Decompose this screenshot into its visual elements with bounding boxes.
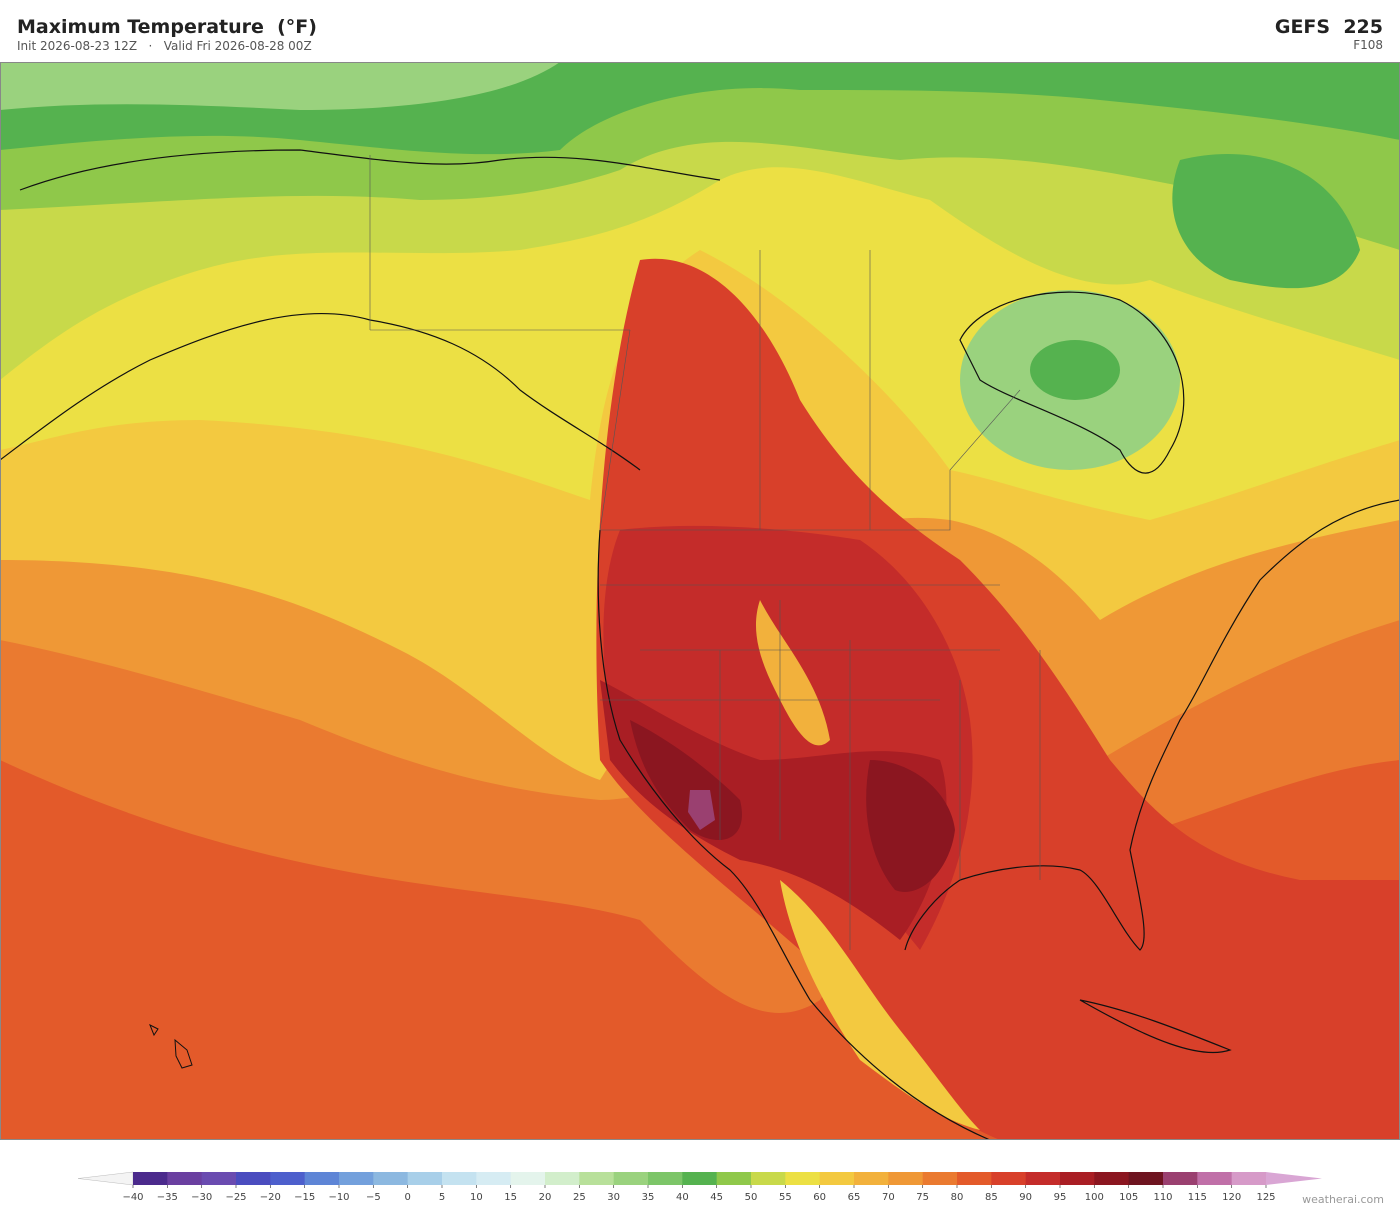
colorbar-tick-label: 50 <box>745 1192 758 1203</box>
model-name: GEFS 225 <box>1274 16 1383 38</box>
colorbar-tick-label: 75 <box>916 1192 929 1203</box>
colorbar-bin <box>236 1172 271 1185</box>
colorbar-tick-label: 110 <box>1153 1192 1172 1203</box>
colorbar-tick-label: 105 <box>1119 1192 1138 1203</box>
colorbar-tick-label: 30 <box>607 1192 620 1203</box>
colorbar-tick-label: 45 <box>710 1192 723 1203</box>
colorbar-under <box>77 1171 134 1186</box>
colorbar-bin <box>922 1172 958 1185</box>
colorbar-bin <box>957 1172 992 1185</box>
colorbar-bin <box>751 1172 786 1185</box>
colorbar-tick-label: 10 <box>470 1192 483 1203</box>
colorbar-bin <box>1025 1172 1061 1185</box>
valid-time: Valid Fri 2026-08-28 00Z <box>163 39 312 53</box>
colorbar-over <box>1266 1172 1322 1185</box>
colorbar-bin <box>304 1172 340 1185</box>
colorbar-bin <box>991 1172 1027 1185</box>
colorbar-bin <box>785 1172 821 1185</box>
colorbar-tick-label: 35 <box>642 1192 655 1203</box>
colorbar-tick-label: −15 <box>294 1192 315 1203</box>
colorbar-tick-label: 25 <box>573 1192 586 1203</box>
colorbar-tick-label: 20 <box>539 1192 552 1203</box>
colorbar-tick-label: 85 <box>985 1192 998 1203</box>
colorbar-bin <box>545 1172 580 1185</box>
colorbar-tick-label: 100 <box>1085 1192 1104 1203</box>
subtitle: Init 2026-08-23 12Z · Valid Fri 2026-08-… <box>17 39 312 53</box>
colorbar-tick-label: 0 <box>404 1192 410 1203</box>
colorbar-bin <box>373 1172 409 1185</box>
colorbar-tick-label: 120 <box>1222 1192 1241 1203</box>
colorbar-bin <box>339 1172 374 1185</box>
colorbar-tick-label: 125 <box>1256 1192 1275 1203</box>
colorbar-bin <box>270 1172 306 1185</box>
init-time: Init 2026-08-23 12Z <box>17 39 138 53</box>
colorbar-tick-label: −30 <box>191 1192 212 1203</box>
colorbar-tick-label: 115 <box>1188 1192 1207 1203</box>
colorbar-tick-label: 80 <box>951 1192 964 1203</box>
colorbar: −40 −35 −30 −25 −20 −15 −10 −5 0 5 10 15 20 25 30 35 40 4… <box>77 1171 1322 1203</box>
colorbar-bin <box>201 1172 237 1185</box>
colorbar-bin <box>1231 1172 1267 1185</box>
colorbar-bin <box>167 1172 203 1185</box>
colorbar-bin <box>819 1172 855 1185</box>
colorbar-bin <box>682 1172 718 1185</box>
watermark: weatherai.com <box>1302 1193 1384 1206</box>
colorbar-tick-label: −40 <box>122 1192 143 1203</box>
colorbar-tick-label: 5 <box>439 1192 445 1203</box>
colorbar-bin <box>407 1172 443 1185</box>
colorbar-bin <box>476 1172 512 1185</box>
colorbar-bin <box>854 1172 889 1185</box>
colorbar-tick-label: −25 <box>225 1192 246 1203</box>
colorbar-bin <box>442 1172 477 1185</box>
title: Maximum Temperature (°F) <box>17 16 317 38</box>
colorbar-bin <box>613 1172 649 1185</box>
colorbar-bin <box>1094 1172 1130 1185</box>
colorbar-tick-label: 40 <box>676 1192 689 1203</box>
colorbar-tick-label: −35 <box>157 1192 178 1203</box>
colorbar-bin <box>510 1172 546 1185</box>
colorbar-tick-label: 55 <box>779 1192 792 1203</box>
colorbar-tick-label: 70 <box>882 1192 895 1203</box>
temperature-map <box>0 62 1400 1140</box>
colorbar-bin <box>579 1172 615 1185</box>
colorbar-tick-label: −10 <box>328 1192 349 1203</box>
colorbar-bin <box>133 1172 168 1185</box>
colorbar-tick-label: 15 <box>504 1192 517 1203</box>
colorbar-bin <box>1060 1172 1095 1185</box>
separator: · <box>148 39 153 53</box>
colorbar-bin <box>648 1172 683 1185</box>
colorbar-bin <box>1197 1172 1233 1185</box>
colorbar-bin <box>716 1172 752 1185</box>
colorbar-tick-label: 60 <box>813 1192 826 1203</box>
colorbar-tick-label: 90 <box>1019 1192 1032 1203</box>
colorbar-tick-label: −5 <box>366 1192 381 1203</box>
colorbar-bin <box>1163 1172 1198 1185</box>
colorbar-bin <box>888 1172 924 1185</box>
colorbar-bin <box>1128 1172 1164 1185</box>
colorbar-tick-label: −20 <box>260 1192 281 1203</box>
colorbar-tick-label: 95 <box>1054 1192 1067 1203</box>
colorbar-tick-label: 65 <box>848 1192 861 1203</box>
forecast-hour: F108 <box>1353 38 1383 52</box>
